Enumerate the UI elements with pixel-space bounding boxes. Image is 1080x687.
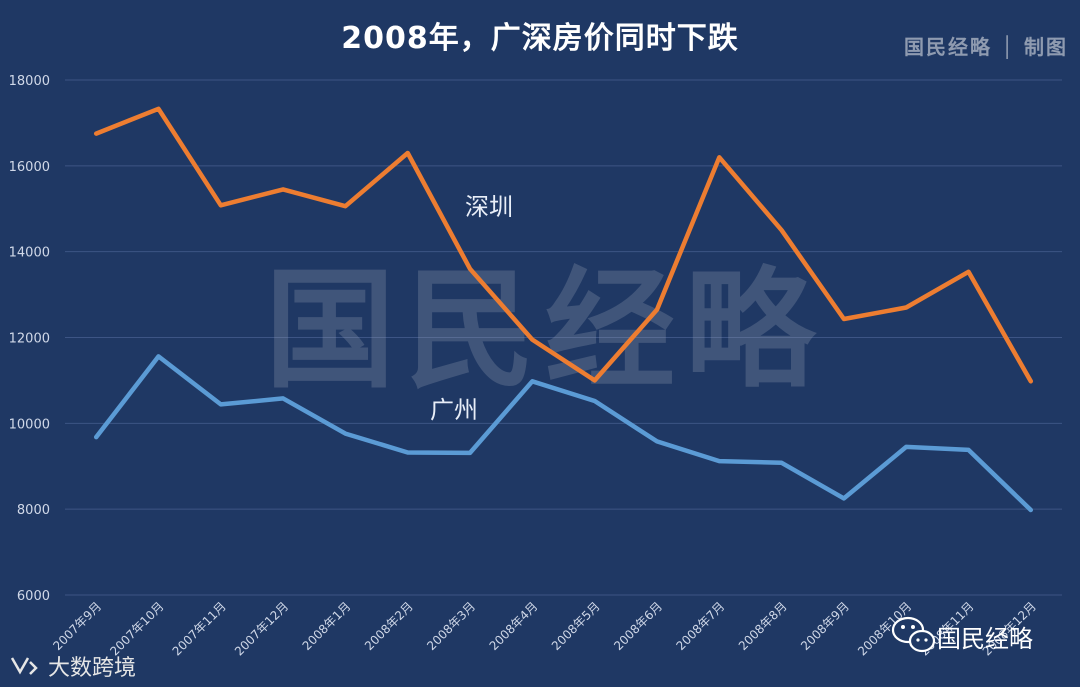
left-logo-text: 大数跨境 [48, 656, 136, 681]
data-point [1030, 380, 1032, 382]
data-point [282, 397, 284, 399]
data-point [968, 449, 969, 451]
x-axis-ticks: 2007年9月 2007年10月 2007年11月 2007年12月 2008年1月 20… [50, 599, 1039, 658]
data-point [594, 400, 596, 402]
series-lines [93, 106, 1034, 513]
y-tick-label: 10000 [9, 417, 50, 432]
data-point [407, 452, 409, 453]
chart-title: 2008年，广深房价同时下跌 [341, 21, 739, 56]
data-point [656, 309, 658, 311]
data-point [344, 433, 346, 435]
series-label-shenzhen: 深圳 [465, 193, 513, 221]
x-tick-label: 2008年8月 [736, 599, 790, 653]
y-tick-label: 16000 [9, 160, 50, 175]
data-point [656, 440, 658, 442]
data-point [905, 446, 907, 448]
x-tick-label: 2008年1月 [300, 599, 354, 653]
y-tick-label: 8000 [17, 503, 50, 518]
data-point [220, 204, 222, 206]
series-line-1 [93, 354, 1034, 513]
series-line-0 [93, 106, 1034, 384]
y-tick-label: 6000 [17, 589, 50, 604]
data-point [594, 379, 596, 381]
data-point [718, 156, 720, 158]
watermark-text: 国民经略 [265, 254, 825, 406]
data-point [531, 380, 533, 382]
left-logo: 大数跨境 [10, 656, 136, 681]
data-point [781, 462, 783, 464]
wechat-icon [891, 616, 936, 653]
data-point [718, 460, 720, 462]
x-tick-label: 2007年10月 [107, 599, 166, 658]
data-point [781, 229, 783, 231]
y-axis-ticks: 6000 8000 10000 12000 14000 16000 18000 [9, 74, 50, 604]
x-tick-label: 2008年5月 [549, 599, 603, 653]
data-point [220, 403, 222, 405]
x-tick-label: 2007年11月 [170, 599, 229, 658]
data-point [158, 355, 159, 357]
data-point [905, 307, 907, 308]
data-point [344, 205, 346, 207]
x-tick-label: 2008年10月 [855, 599, 914, 658]
wechat-logo: 国民经略 [891, 616, 1033, 653]
data-point [407, 152, 409, 154]
x-tick-label: 2008年9月 [798, 599, 852, 653]
data-point [843, 318, 845, 320]
wechat-logo-text: 国民经略 [937, 625, 1033, 653]
x-tick-label: 2007年9月 [50, 599, 104, 653]
y-tick-label: 14000 [9, 246, 50, 261]
data-point [469, 452, 471, 454]
x-tick-label: 2008年2月 [362, 599, 416, 653]
data-point [531, 339, 533, 341]
brand-icon [10, 657, 38, 675]
data-point [469, 268, 471, 270]
data-point [158, 108, 159, 110]
data-point [95, 133, 97, 135]
x-tick-label: 2007年12月 [232, 599, 291, 658]
data-point [282, 188, 284, 190]
y-tick-label: 12000 [9, 332, 50, 347]
data-point [843, 497, 845, 499]
gridlines [65, 79, 1062, 596]
x-tick-label: 2008年4月 [487, 599, 541, 653]
x-tick-label: 2008年3月 [424, 599, 478, 653]
series-label-guangzhou: 广州 [430, 396, 478, 424]
data-point [968, 271, 969, 273]
y-tick-label: 18000 [9, 74, 50, 89]
chart-credit: 国民经略 │ 制图 [904, 35, 1068, 59]
data-point [95, 436, 97, 438]
x-tick-label: 2008年6月 [611, 599, 665, 653]
data-point [1030, 509, 1032, 511]
x-tick-label: 2008年7月 [674, 599, 728, 653]
